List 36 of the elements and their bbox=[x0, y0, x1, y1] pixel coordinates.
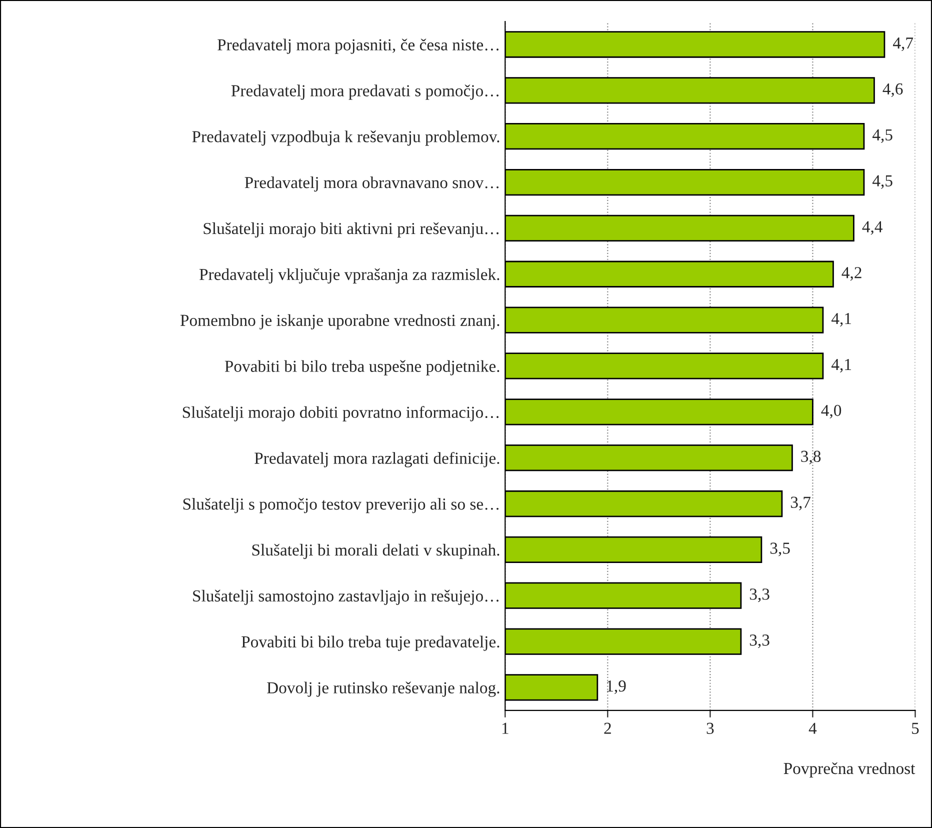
data-label: 3,5 bbox=[770, 542, 790, 556]
data-label: 4,2 bbox=[842, 267, 862, 281]
data-label: 4,1 bbox=[831, 358, 851, 373]
y-tick-label: Predavatelj vključuje vprašanja za razmislek. bbox=[199, 268, 500, 284]
x-tick-label: 2 bbox=[604, 722, 611, 734]
data-label: 4,5 bbox=[872, 175, 892, 189]
data-label: 4,6 bbox=[882, 83, 903, 97]
y-tick-label: Slušatelji bi morali delati v skupinah. bbox=[252, 544, 500, 560]
x-tick-label: 3 bbox=[706, 722, 714, 734]
data-label: 4,1 bbox=[831, 313, 851, 327]
y-tick-label: Slušatelji morajo dobiti povratno informacijo… bbox=[182, 406, 499, 422]
data-label: 1,9 bbox=[607, 680, 626, 694]
data-label: 4,7 bbox=[892, 38, 914, 52]
y-tick-label: Dovolj je rutinsko reševanje nalog. bbox=[267, 682, 500, 697]
y-tick-label: Pomembno je iskanje uporabne vrednosti znanj. bbox=[180, 314, 500, 330]
data-label: 4,0 bbox=[821, 404, 842, 418]
data-label: 3,8 bbox=[801, 450, 821, 464]
y-tick-label: Predavatelj mora pojasniti, če česa niste… bbox=[218, 38, 499, 54]
y-tick-label: Predavatelj mora obravnavano snov… bbox=[244, 176, 499, 192]
x-axis-title: Povprečna vrednost bbox=[784, 762, 916, 778]
data-label: 3,3 bbox=[750, 634, 770, 648]
y-tick-label: Slušatelji morajo biti aktivni pri reševanju… bbox=[204, 222, 499, 238]
y-tick-label: Slušatelji s pomočjo testov preverijo ali so se… bbox=[183, 498, 499, 514]
x-tick-label: 4 bbox=[808, 722, 817, 734]
y-tick-label: Povabiti bi bilo treba uspešne podjetnike. bbox=[224, 360, 500, 376]
x-tick-label: 1 bbox=[502, 722, 508, 734]
data-label: 4,4 bbox=[862, 221, 882, 235]
y-tick-label: Predavatelj vzpodbuja k reševanju problemov. bbox=[192, 130, 500, 146]
y-tick-label: Povabiti bi bilo treba tuje predavatelje. bbox=[242, 636, 500, 651]
data-label: 3,7 bbox=[790, 496, 811, 510]
y-tick-label: Predavatelj mora predavati s pomočjo… bbox=[231, 84, 499, 100]
data-label: 3,3 bbox=[750, 588, 770, 602]
x-tick-label: 5 bbox=[912, 722, 919, 734]
y-tick-label: Slušatelji samostojno zastavljajo in rešujejo… bbox=[193, 590, 499, 605]
data-label: 4,5 bbox=[872, 129, 892, 143]
y-tick-label: Predavatelj mora razlagati definicije. bbox=[254, 452, 500, 468]
